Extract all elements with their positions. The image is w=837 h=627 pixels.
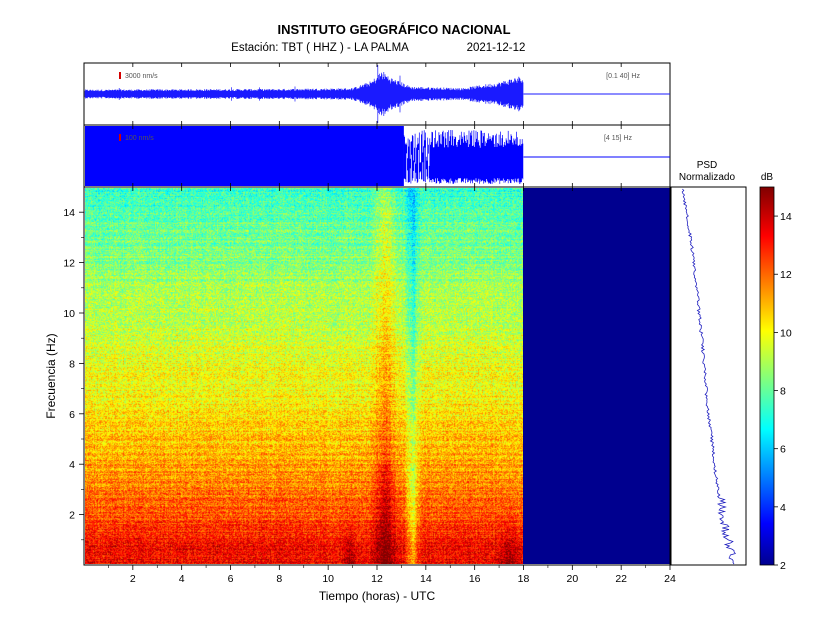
psd-line: [681, 188, 736, 565]
scale-label-1: 3000 nm/s: [125, 73, 158, 80]
y-tick-label: 10: [63, 308, 75, 320]
y-tick-label: 2: [69, 510, 75, 522]
psd-panel: PSD Normalizado: [670, 160, 747, 566]
y-tick-label: 14: [63, 207, 75, 219]
y-tick-label: 8: [69, 358, 75, 370]
colorbar-label: dB: [761, 172, 774, 183]
seismogram-broadband-panel: 3000 nm/s [0.1 40] Hz: [83, 62, 671, 126]
seismogram-filtered-panel: 100 nm/s [4 15] Hz: [83, 124, 671, 188]
psd-title-line1: PSD: [697, 160, 718, 171]
x-axis-label: Tiempo (horas) - UTC: [319, 589, 436, 603]
y-tick-label: 6: [69, 409, 75, 421]
x-tick-label: 20: [566, 573, 578, 585]
colorbar-tick-label: 4: [780, 502, 786, 514]
spectrogram-image: [85, 188, 523, 564]
filter-label-1: [0.1 40] Hz: [606, 73, 640, 80]
x-tick-label: 8: [276, 573, 282, 585]
colorbar-tick-label: 12: [780, 269, 792, 281]
x-tick-label: 16: [469, 573, 481, 585]
x-tick-label: 6: [228, 573, 234, 585]
colorbar-tick-label: 14: [780, 211, 792, 223]
psd-title-line2: Normalizado: [679, 172, 736, 183]
colorbar: dB 2 4 6 8 10 12 14: [759, 172, 792, 572]
scale-bar-1: [119, 72, 121, 79]
figure-title: INSTITUTO GEOGRÁFICO NACIONAL: [277, 22, 510, 37]
scale-label-2: 100 nm/s: [125, 135, 154, 142]
date-label: 2021-12-12: [467, 42, 526, 54]
filtered-trace: [85, 126, 670, 186]
colorbar-tick-label: 10: [780, 327, 792, 339]
x-tick-label: 2: [130, 573, 136, 585]
x-tick-label: 4: [179, 573, 185, 585]
x-tick-label: 22: [615, 573, 627, 585]
broadband-waveform: [84, 65, 524, 123]
x-axis: 2 4 6 8 10 12 14 16 18 20 22 24: [108, 187, 676, 585]
filter-label-2: [4 15] Hz: [604, 135, 633, 142]
broadband-trace: [84, 65, 670, 123]
x-tick-label: 14: [420, 573, 432, 585]
no-data-region: [523, 188, 670, 564]
colorbar-tick-label: 2: [780, 560, 786, 572]
x-tick-label: 10: [322, 573, 334, 585]
colorbar-gradient: [759, 186, 775, 566]
filtered-saturated-block: [85, 126, 404, 186]
y-tick-label: 12: [63, 258, 75, 270]
filtered-waveform: [403, 130, 524, 184]
colorbar-tick-label: 8: [780, 386, 786, 398]
scale-bar-2: [119, 134, 121, 141]
x-tick-label: 24: [664, 573, 676, 585]
y-tick-label: 4: [69, 459, 75, 471]
y-axis-label: Frecuencia (Hz): [44, 333, 58, 418]
x-tick-label: 12: [371, 573, 383, 585]
station-label: Estación: TBT ( HHZ ) - LA PALMA: [231, 42, 409, 54]
colorbar-tick-label: 6: [780, 444, 786, 456]
y-axis: 2 4 6 8 10 12 14: [63, 207, 84, 541]
x-tick-label: 18: [518, 573, 530, 585]
